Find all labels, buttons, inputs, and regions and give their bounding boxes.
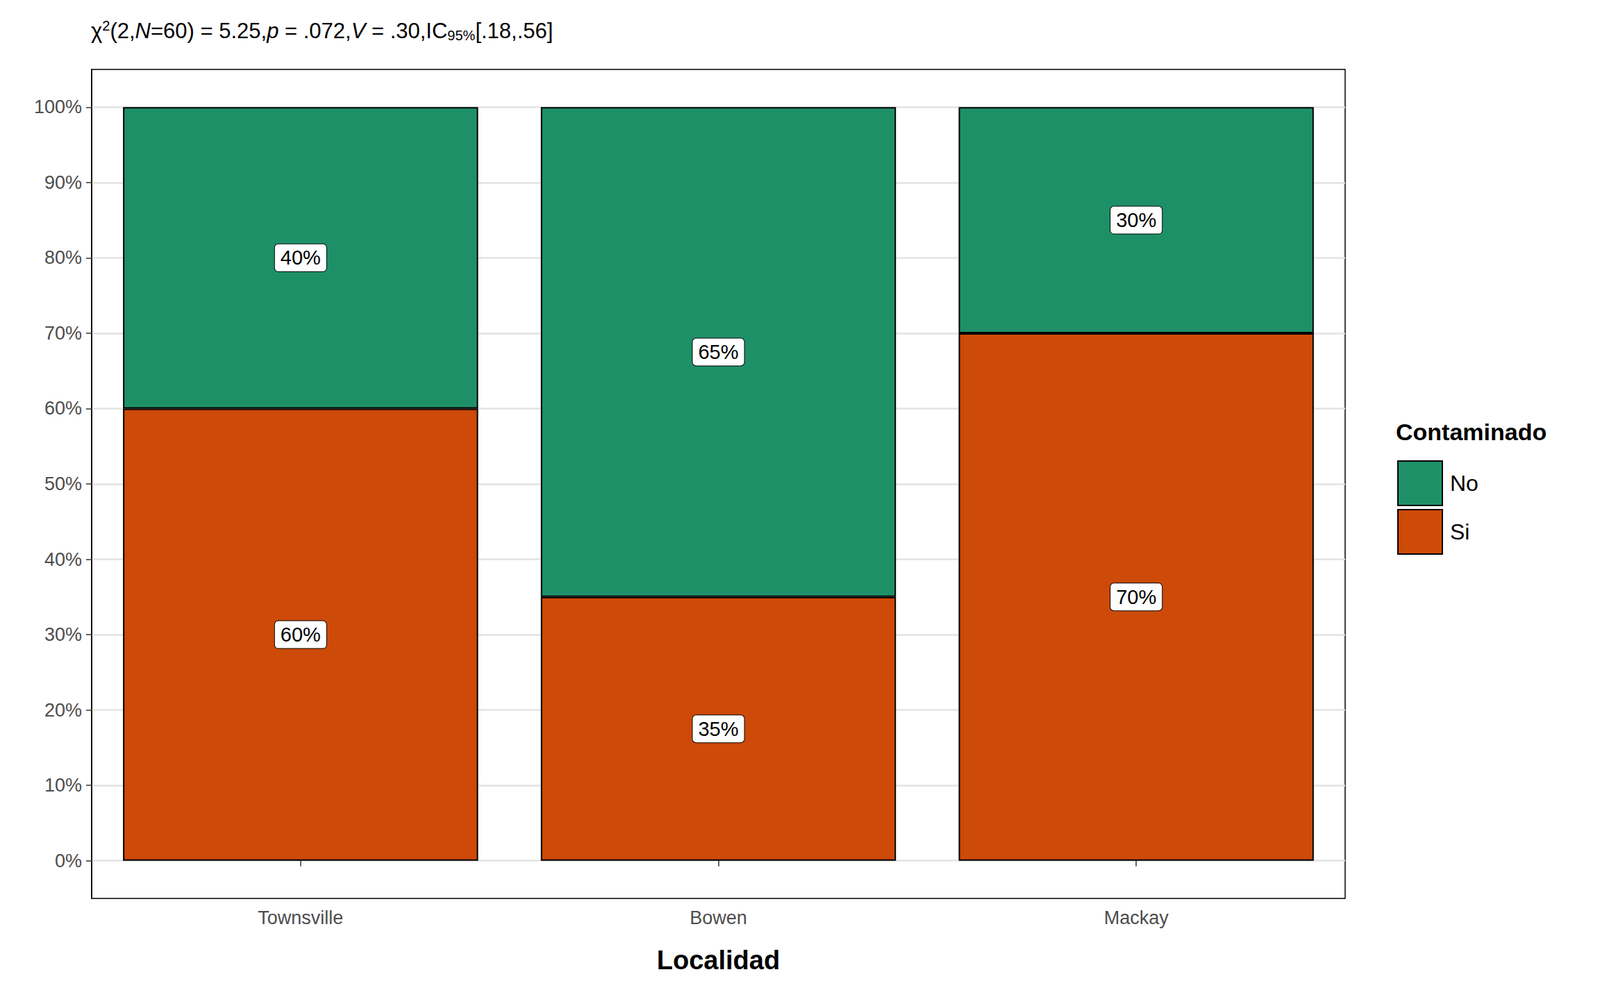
svg-text:= .30,IC: = .30,IC	[365, 18, 448, 44]
svg-text:(2,: (2,	[109, 18, 135, 44]
svg-text:Mackay: Mackay	[1104, 907, 1170, 929]
svg-text:Localidad: Localidad	[656, 945, 780, 975]
svg-text:65%: 65%	[697, 340, 739, 364]
svg-text:100%: 100%	[34, 96, 82, 118]
svg-text:70%: 70%	[44, 322, 82, 344]
svg-text:80%: 80%	[44, 247, 82, 269]
svg-text:10%: 10%	[44, 775, 82, 796]
svg-text:60%: 60%	[280, 623, 321, 646]
svg-text:N: N	[135, 18, 152, 44]
svg-text:95%: 95%	[447, 27, 475, 44]
svg-text:Si: Si	[1450, 519, 1470, 545]
svg-text:60%: 60%	[44, 397, 82, 419]
svg-text:30%: 30%	[44, 624, 82, 646]
svg-text:30%: 30%	[1115, 209, 1157, 232]
svg-text:Townsville: Townsville	[257, 907, 344, 929]
svg-text:90%: 90%	[44, 172, 82, 194]
svg-text:V: V	[351, 18, 366, 43]
svg-text:Bowen: Bowen	[689, 907, 748, 929]
svg-text:No: No	[1450, 470, 1479, 496]
svg-text:[.18,.56]: [.18,.56]	[475, 18, 553, 44]
svg-text:=60) = 5.25,: =60) = 5.25,	[150, 18, 267, 44]
svg-text:50%: 50%	[44, 473, 82, 495]
svg-text:2: 2	[102, 18, 110, 34]
svg-text:0%: 0%	[54, 850, 82, 872]
svg-text:35%: 35%	[697, 718, 739, 741]
svg-text:40%: 40%	[44, 549, 82, 571]
svg-text:70%: 70%	[1115, 586, 1157, 609]
svg-text:40%: 40%	[280, 246, 321, 269]
svg-text:Contaminado: Contaminado	[1395, 418, 1547, 446]
svg-text:20%: 20%	[44, 700, 82, 721]
svg-text:p: p	[265, 18, 279, 44]
svg-text:χ: χ	[90, 18, 103, 44]
svg-text:= .072,: = .072,	[278, 18, 351, 44]
